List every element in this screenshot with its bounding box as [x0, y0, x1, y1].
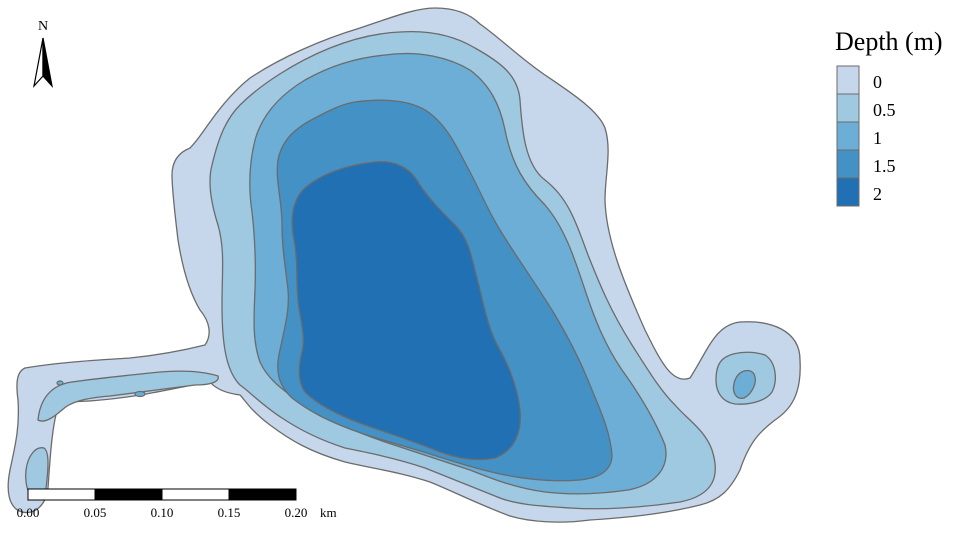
scale-segment-2: [94, 488, 163, 501]
scale-segment-4: [228, 488, 297, 501]
north-arrow: N: [33, 19, 53, 88]
depth-zone-0-5-arm: [37, 370, 219, 422]
depth-zone-2: [291, 161, 521, 461]
legend-swatch-0: [836, 65, 860, 95]
arm-spot-2: [56, 380, 64, 386]
north-arrow-label: N: [38, 19, 48, 34]
legend-swatch-1: [836, 121, 860, 151]
legend: Depth (m) 0 0.5 1 1.5 2: [835, 27, 943, 207]
depth-zone-1-east-lobe: [732, 369, 756, 399]
legend-label-0-5: 0.5: [873, 100, 896, 120]
north-arrow-right-half: [42, 37, 53, 88]
north-arrow-left-half: [33, 37, 44, 88]
scale-tick-0: 0.00: [17, 505, 40, 520]
scale-segment-3: [161, 488, 230, 501]
scale-unit: km: [320, 505, 337, 520]
scale-tick-1: 0.05: [84, 505, 107, 520]
legend-label-2: 2: [873, 184, 882, 204]
scale-segment-1: [27, 488, 96, 501]
legend-swatch-2: [836, 177, 860, 207]
legend-swatch-1-5: [836, 149, 860, 179]
scale-tick-2: 0.10: [151, 505, 174, 520]
scale-bar: 0.00 0.05 0.10 0.15 0.20 km: [17, 488, 337, 520]
scale-tick-3: 0.15: [218, 505, 241, 520]
scale-tick-4: 0.20: [285, 505, 308, 520]
legend-label-1: 1: [873, 128, 882, 148]
legend-swatch-0-5: [836, 93, 860, 123]
legend-title: Depth (m): [835, 27, 943, 56]
legend-label-0: 0: [873, 72, 882, 92]
legend-label-1-5: 1.5: [873, 156, 896, 176]
depth-zone-0-5-pocket: [24, 447, 49, 497]
arm-spot-1: [134, 390, 146, 398]
